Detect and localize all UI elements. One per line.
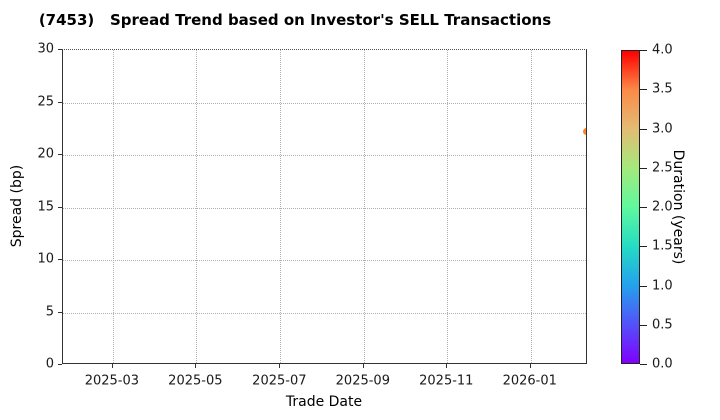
x-grid-line bbox=[280, 50, 282, 363]
colorbar-tick-mark bbox=[640, 285, 647, 287]
colorbar-tick-mark bbox=[640, 324, 647, 326]
colorbar-tick-label: 3.5 bbox=[652, 81, 673, 97]
y-tick-mark bbox=[58, 154, 62, 155]
colorbar bbox=[621, 50, 640, 364]
colorbar-tick-label: 2.5 bbox=[652, 160, 673, 176]
y-tick-label: 20 bbox=[37, 146, 54, 162]
chart-title: (7453) Spread Trend based on Investor's … bbox=[38, 11, 552, 29]
x-grid-line bbox=[363, 50, 365, 363]
colorbar-tick-label: 0.0 bbox=[652, 356, 673, 372]
x-tick-mark bbox=[279, 364, 281, 368]
x-tick-label: 2025-11 bbox=[419, 373, 474, 389]
x-tick-label: 2025-09 bbox=[335, 373, 390, 389]
y-tick-mark bbox=[58, 49, 62, 50]
y-grid-line bbox=[63, 207, 586, 209]
y-tick-label: 0 bbox=[45, 356, 54, 372]
colorbar-tick-label: 0.5 bbox=[652, 317, 673, 333]
colorbar-tick-mark bbox=[640, 246, 647, 248]
colorbar-tick-mark bbox=[640, 50, 647, 51]
y-grid-line bbox=[63, 155, 586, 156]
colorbar-label: Duration (years) bbox=[670, 149, 686, 265]
x-grid-line bbox=[112, 50, 114, 363]
data-point bbox=[583, 128, 586, 136]
colorbar-tick-mark bbox=[640, 207, 647, 208]
y-tick-mark bbox=[58, 364, 62, 365]
x-tick-label: 2025-07 bbox=[252, 373, 307, 389]
y-tick-label: 5 bbox=[45, 304, 54, 319]
colorbar-tick-label: 4.0 bbox=[652, 42, 673, 58]
colorbar-tick-mark bbox=[640, 167, 647, 169]
colorbar-tick-mark bbox=[640, 89, 647, 91]
y-tick-mark bbox=[58, 311, 62, 313]
colorbar-tick-label: 3.0 bbox=[652, 121, 673, 136]
y-tick-label: 25 bbox=[37, 94, 54, 109]
y-tick-label: 10 bbox=[37, 251, 54, 267]
plot-area bbox=[62, 49, 587, 364]
x-tick-label: 2025-05 bbox=[168, 373, 223, 389]
x-grid-line bbox=[530, 50, 532, 363]
colorbar-tick-mark bbox=[640, 128, 647, 130]
y-tick-mark bbox=[58, 206, 62, 208]
y-tick-mark bbox=[58, 101, 62, 103]
y-tick-label: 15 bbox=[37, 199, 54, 214]
x-tick-mark bbox=[446, 364, 448, 368]
x-tick-label: 2026-01 bbox=[502, 373, 557, 389]
y-grid-line bbox=[63, 312, 586, 314]
colorbar-tick-mark bbox=[640, 364, 647, 365]
y-tick-label: 30 bbox=[37, 41, 54, 57]
colorbar-tick-label: 2.0 bbox=[652, 199, 673, 215]
x-tick-mark bbox=[195, 364, 197, 368]
y-grid-line bbox=[63, 102, 586, 104]
x-tick-mark bbox=[362, 364, 364, 368]
y-tick-mark bbox=[58, 259, 62, 260]
x-grid-line bbox=[447, 50, 449, 363]
x-grid-line bbox=[196, 50, 198, 363]
x-tick-mark bbox=[529, 364, 531, 368]
x-tick-mark bbox=[111, 364, 113, 368]
x-tick-label: 2025-03 bbox=[84, 373, 140, 389]
colorbar-tick-label: 1.5 bbox=[652, 238, 673, 254]
y-grid-line bbox=[63, 260, 586, 261]
x-axis-label: Trade Date bbox=[285, 394, 363, 410]
colorbar-tick-label: 1.0 bbox=[652, 278, 673, 293]
